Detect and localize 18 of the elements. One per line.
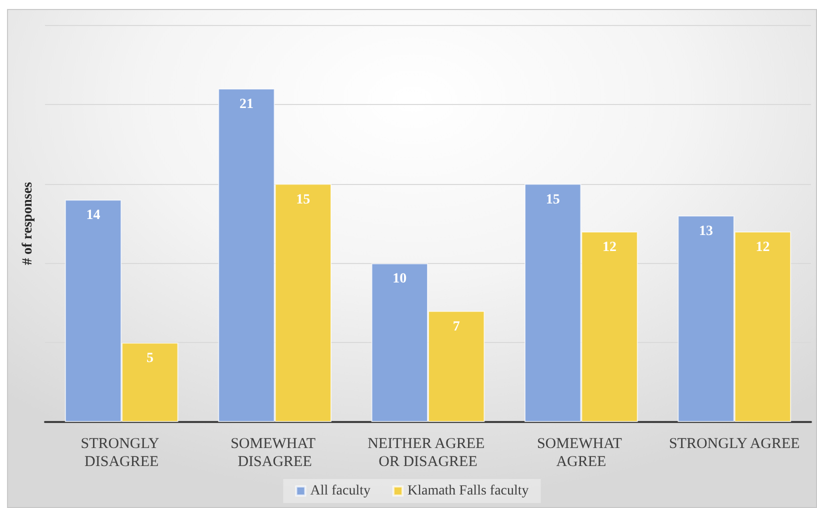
data-label: 7 (452, 319, 460, 334)
data-label: 12 (756, 240, 770, 255)
x-tick-label: NEITHER AGREE OR DISAGREE (368, 436, 488, 470)
data-label: 10 (392, 272, 407, 287)
x-tick-label: SOMEWHAT DISAGREE (230, 436, 320, 470)
data-label: 14 (86, 208, 100, 224)
x-tick-label: STRONGLY AGREE (668, 436, 800, 452)
data-label: 15 (296, 192, 310, 208)
data-label: 21 (239, 97, 254, 112)
data-label: 15 (546, 192, 560, 208)
legend-label: Klamath Falls faculty (407, 484, 529, 498)
data-label: 13 (699, 224, 714, 240)
data-label: 5 (146, 351, 154, 366)
data-label: 12 (602, 240, 617, 255)
x-tick-label: STRONGLY DISAGREE (80, 436, 162, 470)
x-tick-label: SOMEWHAT AGREE (536, 436, 626, 470)
legend-label: All faculty (310, 484, 370, 498)
y-axis-title: # of responses (20, 181, 36, 265)
